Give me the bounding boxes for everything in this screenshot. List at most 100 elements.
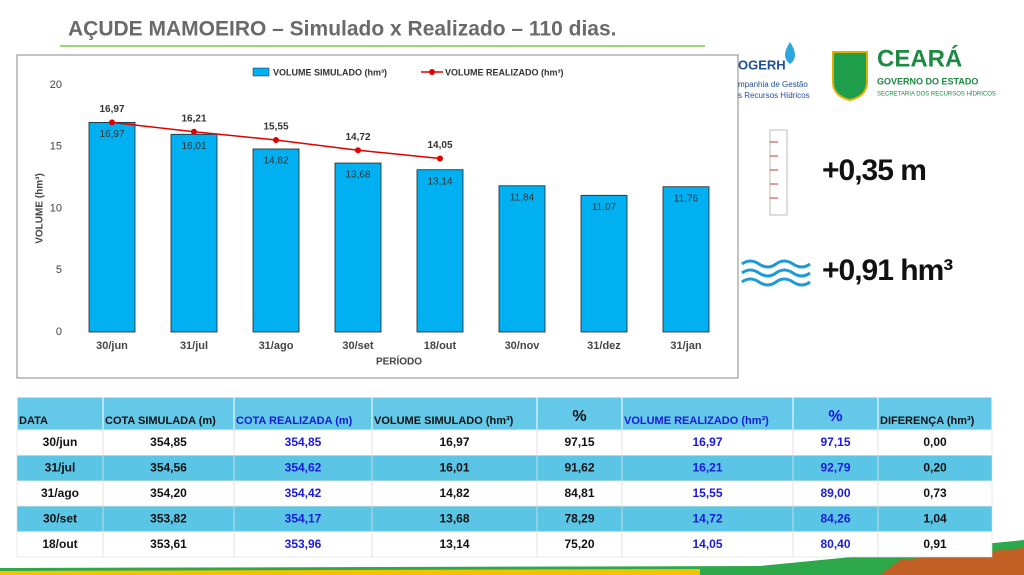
logo-text: CEARÁ (877, 44, 962, 72)
line-value-label: 16,21 (181, 113, 206, 124)
logo-text: GOVERNO DO ESTADO (877, 76, 978, 86)
x-tick-label: 31/ago (259, 340, 294, 352)
y-tick-label: 10 (50, 202, 62, 214)
table-row-bg (17, 455, 992, 481)
logo-text: s Recursos Hídricos (738, 91, 810, 100)
cell-text: 14,82 (439, 486, 469, 500)
bar-value-label: 11,76 (674, 193, 699, 204)
bar (416, 169, 464, 333)
cell-text: 354,85 (285, 435, 322, 449)
table-cell (877, 531, 993, 558)
bar (580, 194, 628, 333)
wave-icon (741, 259, 811, 287)
footer-stripe (0, 540, 1024, 575)
cell-text: 354,85 (150, 435, 187, 449)
y-tick-label: 5 (56, 264, 62, 276)
cell-text: 31/ago (41, 486, 79, 500)
cell-text: 16,97 (439, 435, 469, 449)
x-tick-label: 31/jul (180, 340, 208, 352)
bar-value-label: 13,68 (345, 170, 370, 181)
bar-value-label: 16,01 (181, 141, 206, 152)
footer-stripe (0, 569, 700, 575)
x-axis-label: PERÍODO (376, 355, 422, 368)
y-tick-label: 0 (56, 326, 62, 338)
line-point (109, 119, 115, 126)
cell-text: 97,15 (820, 435, 850, 449)
header-text: % (572, 408, 586, 425)
ruler-ticks (770, 141, 778, 199)
table-row-bg (17, 430, 992, 456)
bar-value-label: 14,82 (263, 156, 288, 167)
bar (252, 148, 300, 333)
cell-text: 15,55 (692, 486, 722, 500)
cell-text: 0,73 (923, 486, 947, 500)
y-tick-label: 20 (50, 79, 62, 91)
line-value-label: 15,55 (263, 122, 288, 133)
table-header-bg (17, 397, 992, 430)
legend-label: VOLUME REALIZADO (hm³) (445, 67, 564, 77)
cell-text: 0,91 (923, 537, 947, 551)
legend-swatch (252, 67, 270, 77)
cell-text: 354,20 (150, 486, 187, 500)
cell-text: 13,68 (439, 511, 469, 525)
legend-label: VOLUME SIMULADO (hm³) (273, 67, 387, 77)
x-tick-label: 31/jan (670, 340, 701, 352)
line-value-label: 14,05 (427, 140, 452, 151)
x-tick-label: 31/dez (587, 340, 621, 352)
slide-title: AÇUDE MAMOEIRO – Simulado x Realizado – … (68, 18, 616, 41)
cell-text: 354,56 (150, 461, 187, 475)
table-row-bg (17, 506, 992, 532)
bar (88, 122, 136, 333)
bar (334, 162, 382, 333)
bar (662, 186, 710, 333)
line-point (355, 147, 361, 154)
cell-text: 92,79 (820, 461, 850, 475)
cell-text: 16,21 (692, 461, 722, 475)
cell-text: 30/jun (43, 435, 78, 449)
cell-text: 0,00 (923, 435, 947, 449)
cell-text: 18/out (42, 537, 77, 551)
line-point (273, 136, 279, 143)
cell-text: 0,20 (923, 461, 947, 475)
header-text: COTA SIMULADA (m) (105, 415, 216, 427)
x-tick-label: 18/out (424, 340, 457, 352)
cell-text: 14,72 (692, 511, 722, 525)
bar-value-label: 11,84 (510, 192, 535, 203)
cell-text: 80,40 (820, 537, 850, 551)
header-text: COTA REALIZADA (m) (236, 415, 353, 427)
table-row-bg (17, 531, 992, 557)
ruler-icon (769, 129, 788, 216)
cell-text: 354,42 (285, 486, 322, 500)
cell-text: 16,97 (692, 435, 722, 449)
cell-text: 16,01 (439, 461, 469, 475)
cell-text: 1,04 (923, 511, 947, 525)
cell-text: 30/set (43, 511, 77, 525)
bar (498, 185, 546, 333)
line-value-label: 16,97 (99, 104, 124, 115)
x-tick-label: 30/nov (505, 340, 541, 352)
cell-text: 354,62 (285, 461, 322, 475)
bar-value-label: 16,97 (99, 129, 124, 140)
cell-text: 14,05 (692, 537, 722, 551)
y-axis-label: VOLUME (hm³) (35, 173, 46, 244)
line-value-label: 14,72 (345, 132, 370, 143)
cell-text: 354,17 (285, 511, 322, 525)
legend-swatch (429, 69, 435, 75)
bar (170, 133, 218, 333)
bar-value-label: 13,14 (427, 176, 452, 187)
level-indicator: +0,35 m (822, 154, 926, 187)
cell-text: 91,62 (564, 461, 594, 475)
cell-text: 89,00 (820, 486, 850, 500)
bar-value-label: 11,07 (592, 202, 617, 213)
line-point (437, 155, 443, 162)
cell-text: 84,26 (820, 511, 850, 525)
table-row-bg (17, 480, 992, 507)
logo-text: mpanhia de Gestão (738, 80, 808, 89)
volume-indicator: +0,91 hm³ (822, 254, 953, 287)
header-text: DIFERENÇA (hm³) (880, 415, 975, 427)
cell-text: 31/jul (45, 461, 76, 475)
coat-of-arms (832, 51, 868, 102)
logo-drop (785, 42, 795, 64)
cell-text: 75,20 (564, 537, 594, 551)
